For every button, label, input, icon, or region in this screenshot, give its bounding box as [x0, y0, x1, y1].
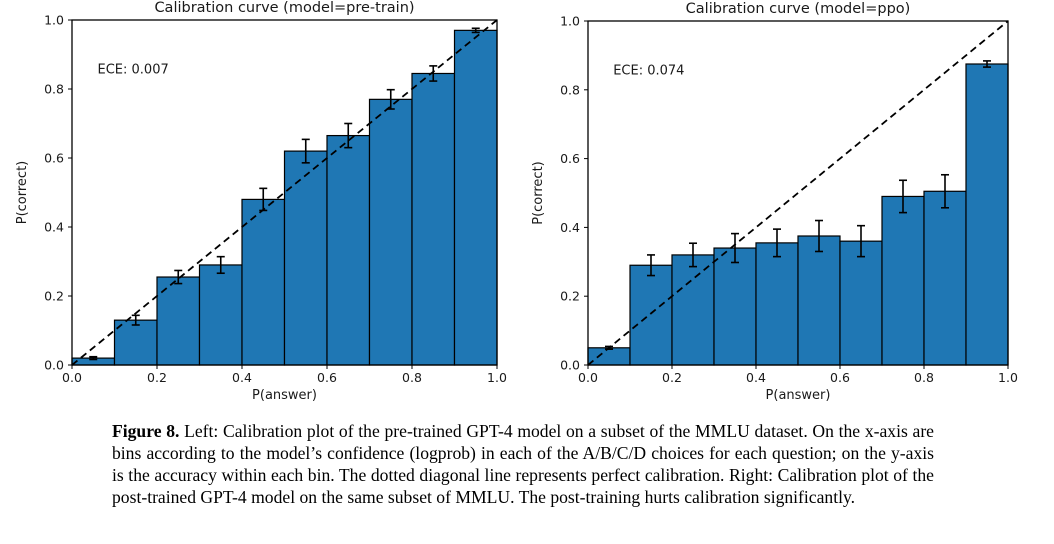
x-tick-label: 0.0 [578, 370, 598, 385]
histogram-bar [671, 254, 715, 366]
x-tick-label: 0.2 [147, 370, 167, 385]
calibration-chart-pretrain: 0.0 0.2 0.4 0.6 0.8 1.0 0.0 0.2 0.4 0.6 0.8 1.0 Cali… [15, 0, 507, 403]
histogram-bar [326, 134, 371, 366]
histogram-bar [587, 347, 631, 366]
histogram-bar [797, 235, 841, 366]
plot-frame [587, 20, 1009, 366]
diagonal-reference-line [587, 20, 1009, 366]
ece-annotation: ECE: 0.007 [98, 62, 169, 77]
histogram-bar [629, 264, 673, 366]
y-tick-label: 0.2 [44, 289, 64, 304]
y-tick-label: 0.4 [44, 220, 64, 235]
histogram-bar [241, 198, 286, 366]
y-tick-label: 0.8 [560, 82, 580, 97]
y-tick-label: 1.0 [560, 14, 580, 29]
x-tick-label: 0.6 [317, 370, 337, 385]
histogram-bar [839, 240, 883, 366]
x-tick-label: 0.8 [914, 370, 934, 385]
histogram-bar [368, 98, 413, 366]
x-tick-label: 0.6 [830, 370, 850, 385]
x-axis-label: P(answer) [766, 388, 831, 403]
histogram-bar [755, 242, 799, 366]
histogram-bar [965, 63, 1009, 366]
histogram-bar [923, 190, 967, 366]
y-axis-label: P(correct) [531, 161, 546, 225]
histogram-bar [113, 319, 158, 366]
histogram-bar [453, 29, 498, 366]
y-tick-label: 0.4 [560, 220, 580, 235]
y-tick-label: 0.6 [560, 151, 580, 166]
figure-caption: Figure 8. Left: Calibration plot of the … [112, 421, 934, 509]
y-tick-label: 0.0 [560, 358, 580, 373]
y-tick-label: 0.8 [44, 82, 64, 97]
y-tick-label: 1.0 [44, 13, 64, 28]
y-tick-label: 0.6 [44, 151, 64, 166]
figure-caption-text: Left: Calibration plot of the pre-traine… [112, 421, 934, 507]
x-tick-label: 0.4 [232, 370, 252, 385]
x-axis-label: P(answer) [252, 388, 317, 403]
calibration-chart-ppo: 0.0 0.2 0.4 0.6 0.8 1.0 0.0 0.2 0.4 0.6 0.8 1.0 Cali… [531, 1, 1018, 403]
plot-frame [71, 19, 498, 366]
x-tick-label: 0.8 [402, 370, 422, 385]
ece-annotation: ECE: 0.074 [613, 63, 684, 78]
x-tick-label: 1.0 [487, 370, 507, 385]
y-tick-label: 0.0 [44, 358, 64, 373]
histogram-bar [411, 72, 456, 366]
x-tick-label: 1.0 [998, 370, 1018, 385]
y-axis-label: P(correct) [15, 161, 30, 225]
x-tick-label: 0.4 [746, 370, 766, 385]
chart-title: Calibration curve (model=pre-train) [154, 0, 414, 16]
y-tick-label: 0.2 [560, 289, 580, 304]
figure-caption-label: Figure 8. [112, 421, 180, 441]
chart-title: Calibration curve (model=ppo) [686, 1, 911, 17]
histogram-bar [198, 264, 243, 366]
histogram-bar [283, 150, 328, 366]
x-tick-label: 0.0 [62, 370, 82, 385]
histogram-bar [881, 195, 925, 366]
x-tick-label: 0.2 [662, 370, 682, 385]
histogram-bar [713, 247, 757, 366]
